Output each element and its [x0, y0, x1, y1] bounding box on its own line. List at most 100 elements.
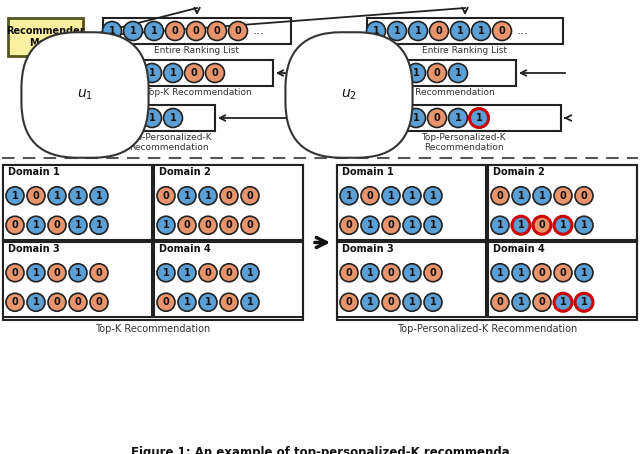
Text: 1: 1 — [454, 68, 461, 78]
Circle shape — [491, 216, 509, 234]
Circle shape — [199, 264, 217, 282]
Text: 1: 1 — [394, 26, 401, 36]
Text: 0: 0 — [497, 191, 504, 201]
Circle shape — [340, 264, 358, 282]
Text: 1: 1 — [170, 68, 177, 78]
Circle shape — [367, 21, 385, 40]
Text: 0: 0 — [226, 297, 232, 307]
Text: 1: 1 — [413, 113, 419, 123]
Text: 1: 1 — [75, 268, 81, 278]
Text: 1: 1 — [95, 191, 102, 201]
Text: ...: ... — [517, 25, 529, 38]
Text: Entire Ranking List: Entire Ranking List — [154, 46, 239, 55]
Circle shape — [163, 64, 182, 83]
Circle shape — [207, 21, 227, 40]
Text: 1: 1 — [346, 191, 353, 201]
Circle shape — [533, 187, 551, 205]
Text: 1: 1 — [408, 220, 415, 230]
Text: 0: 0 — [75, 297, 81, 307]
Circle shape — [385, 109, 404, 128]
Text: 1: 1 — [392, 113, 398, 123]
Bar — [103, 18, 291, 44]
Text: 0: 0 — [226, 191, 232, 201]
Circle shape — [403, 293, 421, 311]
Circle shape — [166, 21, 184, 40]
Circle shape — [27, 216, 45, 234]
Text: 1: 1 — [372, 26, 380, 36]
Text: 1: 1 — [559, 297, 566, 307]
Text: 1: 1 — [184, 191, 190, 201]
Text: 1: 1 — [476, 113, 483, 123]
Text: 1: 1 — [580, 268, 588, 278]
Circle shape — [554, 187, 572, 205]
Text: 0: 0 — [163, 191, 170, 201]
Circle shape — [424, 187, 442, 205]
Circle shape — [90, 293, 108, 311]
Text: 0: 0 — [580, 191, 588, 201]
Bar — [366, 60, 516, 86]
Text: 0: 0 — [54, 220, 60, 230]
Circle shape — [554, 264, 572, 282]
Bar — [123, 60, 273, 86]
Text: 0: 0 — [429, 268, 436, 278]
Text: 0: 0 — [12, 268, 19, 278]
Circle shape — [220, 264, 238, 282]
Text: 1: 1 — [148, 113, 156, 123]
Circle shape — [178, 187, 196, 205]
Circle shape — [387, 21, 406, 40]
Circle shape — [575, 187, 593, 205]
Text: Recommender
Model: Recommender Model — [6, 26, 85, 48]
Circle shape — [241, 216, 259, 234]
Text: 1: 1 — [456, 26, 463, 36]
Bar — [8, 18, 83, 56]
Text: 0: 0 — [235, 26, 241, 36]
Bar — [488, 242, 637, 317]
Text: $\mathit{u}_1$: $\mathit{u}_1$ — [77, 88, 93, 102]
Text: 1: 1 — [163, 268, 170, 278]
Text: 1: 1 — [580, 220, 588, 230]
Text: 0: 0 — [184, 220, 190, 230]
Text: 1: 1 — [246, 297, 253, 307]
Text: 1: 1 — [150, 26, 157, 36]
Text: Domain 4: Domain 4 — [493, 244, 545, 254]
Text: Top-Personalized-K
Recommendation: Top-Personalized-K Recommendation — [421, 133, 506, 153]
Text: 1: 1 — [75, 191, 81, 201]
Bar — [3, 165, 152, 240]
Circle shape — [27, 293, 45, 311]
Text: 1: 1 — [367, 220, 373, 230]
Circle shape — [472, 21, 490, 40]
Circle shape — [361, 293, 379, 311]
Circle shape — [241, 187, 259, 205]
Circle shape — [184, 64, 204, 83]
Text: 1: 1 — [33, 268, 40, 278]
Text: $\mathit{u}_2$: $\mathit{u}_2$ — [341, 88, 357, 102]
Text: 1: 1 — [170, 113, 177, 123]
Circle shape — [408, 21, 428, 40]
Text: 0: 0 — [436, 26, 442, 36]
Bar — [337, 242, 486, 317]
Text: 1: 1 — [477, 26, 484, 36]
Text: 1: 1 — [367, 297, 373, 307]
Circle shape — [90, 187, 108, 205]
Circle shape — [424, 264, 442, 282]
Text: Entire Ranking List: Entire Ranking List — [422, 46, 508, 55]
Text: Top-K Recommendation: Top-K Recommendation — [388, 88, 494, 97]
Circle shape — [178, 293, 196, 311]
Text: 1: 1 — [415, 26, 421, 36]
Text: 0: 0 — [539, 268, 545, 278]
Text: 0: 0 — [191, 68, 197, 78]
Circle shape — [220, 187, 238, 205]
Text: 0: 0 — [95, 297, 102, 307]
Circle shape — [205, 64, 225, 83]
Text: 0: 0 — [12, 220, 19, 230]
Circle shape — [403, 187, 421, 205]
Text: 0: 0 — [388, 297, 394, 307]
Text: 0: 0 — [388, 268, 394, 278]
Bar — [488, 165, 637, 240]
Circle shape — [6, 264, 24, 282]
Circle shape — [385, 64, 404, 83]
Text: 1: 1 — [54, 191, 60, 201]
Text: 0: 0 — [212, 68, 218, 78]
Text: 1: 1 — [413, 68, 419, 78]
Text: 0: 0 — [226, 268, 232, 278]
